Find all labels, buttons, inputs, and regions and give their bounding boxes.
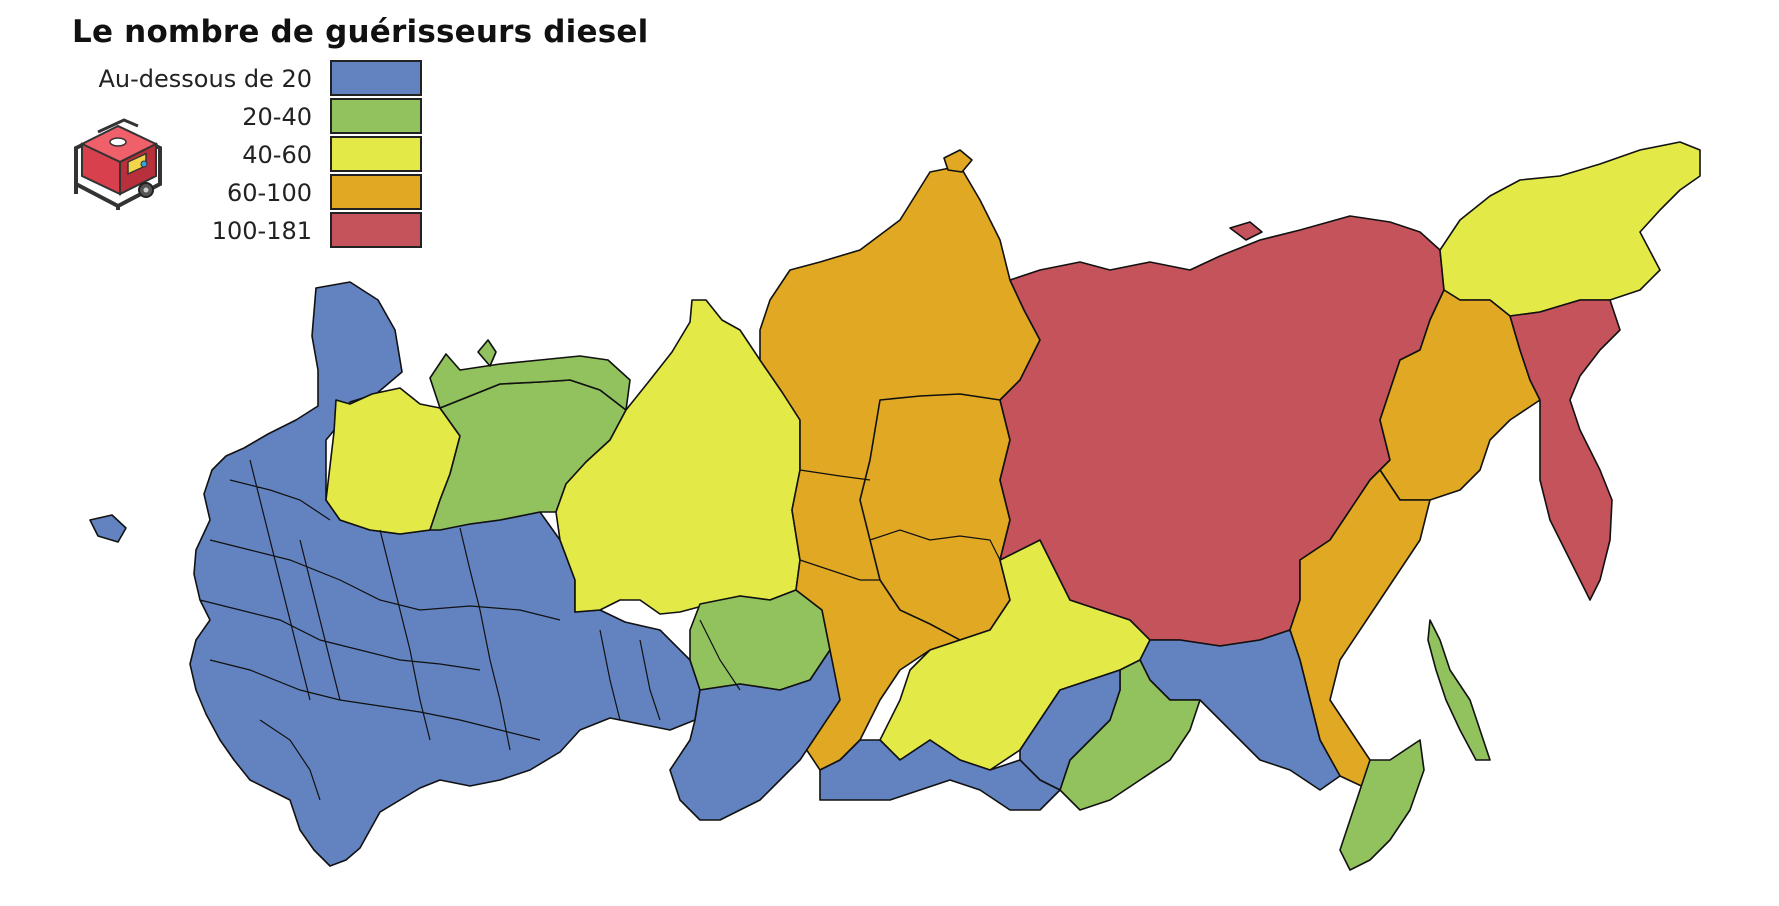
region-chukotka[interactable] xyxy=(1439,141,1701,317)
region-sakhalin[interactable] xyxy=(1427,619,1491,761)
region-kaliningrad[interactable] xyxy=(89,514,127,543)
region-tyumen-south[interactable] xyxy=(689,589,831,691)
region-novaya-zemlya[interactable] xyxy=(477,339,497,367)
legend-item-below-20: Au-dessous de 20 xyxy=(60,60,430,98)
legend-swatch xyxy=(330,174,422,210)
region-new-siberian-islands[interactable] xyxy=(1229,221,1263,241)
legend-item-100-181: 100-181 xyxy=(60,212,430,250)
region-primorye[interactable] xyxy=(1339,739,1425,871)
border-lines-west xyxy=(199,459,741,801)
region-severnaya-zemlya[interactable] xyxy=(943,149,973,173)
legend-swatch xyxy=(330,60,422,96)
region-kamchatka[interactable] xyxy=(1509,299,1621,601)
region-altai-tuva[interactable] xyxy=(669,649,841,821)
legend-item-20-40: 20-40 xyxy=(60,98,430,136)
legend-swatch xyxy=(330,212,422,248)
legend-item-40-60: 40-60 xyxy=(60,136,430,174)
legend-item-60-100: 60-100 xyxy=(60,174,430,212)
legend: Au-dessous de 20 20-40 40-60 60-100 100-… xyxy=(60,60,430,250)
region-nenets[interactable] xyxy=(429,353,631,411)
legend-label: 100-181 xyxy=(211,217,312,245)
legend-label: 40-60 xyxy=(242,141,312,169)
region-tuva[interactable] xyxy=(819,739,1061,811)
generator-icon xyxy=(74,118,162,210)
legend-label: Au-dessous de 20 xyxy=(98,65,313,93)
map-title: Le nombre de guérisseurs diesel xyxy=(72,14,649,50)
legend-swatch xyxy=(330,98,422,134)
border-lines-siberia xyxy=(799,469,1001,581)
legend-label: 20-40 xyxy=(242,103,312,131)
legend-label: 60-100 xyxy=(226,179,312,207)
legend-swatch xyxy=(330,136,422,172)
